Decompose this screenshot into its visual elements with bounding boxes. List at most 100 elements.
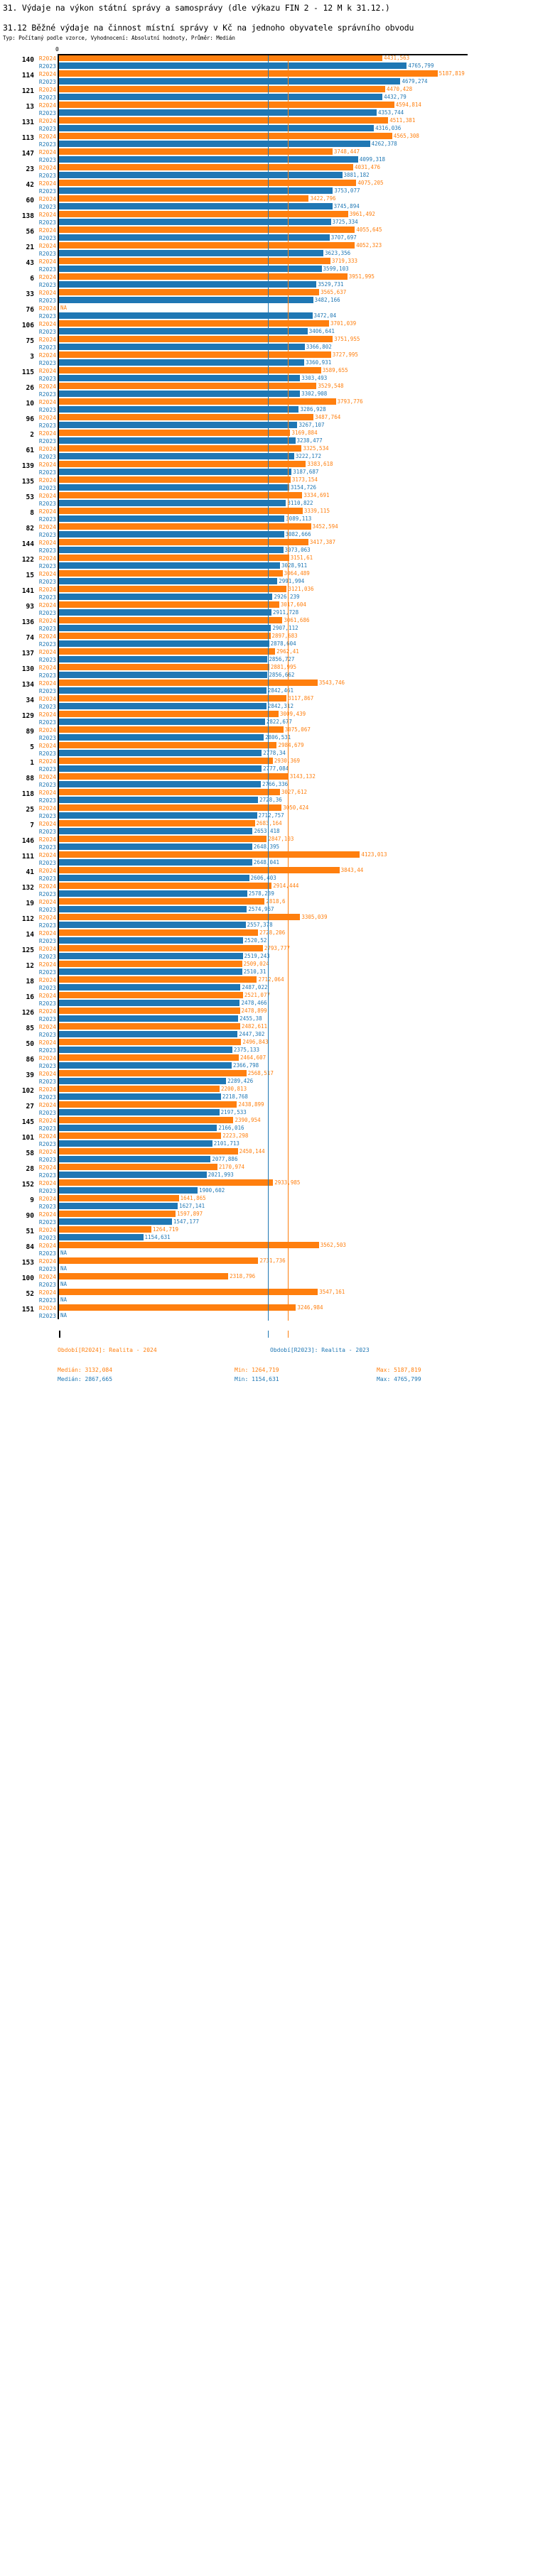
bar-2024[interactable] (59, 726, 284, 733)
bar-2024[interactable] (59, 133, 392, 139)
bar-2024[interactable] (59, 1195, 179, 1201)
bar-2023[interactable] (59, 1203, 178, 1209)
bar-2024[interactable] (59, 508, 303, 514)
bar-2023[interactable] (59, 859, 252, 866)
bar-2023[interactable] (59, 359, 305, 366)
bar-2024[interactable] (59, 586, 287, 592)
bar-2023[interactable] (59, 1078, 227, 1084)
bar-2024[interactable] (59, 1289, 318, 1295)
bar-2023[interactable] (59, 1156, 211, 1162)
bar-2023[interactable] (59, 1015, 239, 1022)
bar-2024[interactable] (59, 164, 353, 170)
bar-2023[interactable] (59, 266, 322, 272)
bar-2024[interactable] (59, 680, 318, 686)
bar-2024[interactable] (59, 914, 301, 920)
bar-2023[interactable] (59, 375, 301, 381)
bar-2023[interactable] (59, 734, 264, 741)
bar-2024[interactable] (59, 398, 336, 405)
bar-2023[interactable] (59, 203, 333, 209)
bar-2023[interactable] (59, 1218, 172, 1225)
bar-2023[interactable] (59, 1125, 217, 1131)
bar-2024[interactable] (59, 883, 272, 889)
bar-2024[interactable] (59, 1273, 229, 1279)
bar-2023[interactable] (59, 797, 259, 803)
bar-2024[interactable] (59, 773, 289, 780)
bar-2023[interactable] (59, 156, 358, 163)
bar-2024[interactable] (59, 555, 289, 561)
bar-2023[interactable] (59, 328, 308, 334)
bar-2023[interactable] (59, 750, 262, 756)
bar-2023[interactable] (59, 531, 284, 537)
bar-2024[interactable] (59, 1086, 220, 1092)
bar-2023[interactable] (59, 500, 286, 506)
bar-2023[interactable] (59, 875, 249, 881)
bar-2024[interactable] (59, 258, 330, 264)
bar-2023[interactable] (59, 640, 269, 647)
bar-2023[interactable] (59, 515, 285, 522)
bar-2024[interactable] (59, 1242, 319, 1248)
bar-2024[interactable] (59, 742, 277, 748)
bar-2023[interactable] (59, 578, 278, 584)
bar-2023[interactable] (59, 937, 243, 944)
bar-2024[interactable] (59, 86, 386, 92)
bar-2024[interactable] (59, 195, 309, 202)
bar-2023[interactable] (59, 437, 296, 444)
bar-2023[interactable] (59, 594, 273, 600)
bar-2024[interactable] (59, 102, 394, 108)
bar-2024[interactable] (59, 804, 282, 811)
bar-2024[interactable] (59, 992, 243, 998)
bar-2024[interactable] (59, 492, 303, 498)
bar-2023[interactable] (59, 1172, 207, 1178)
bar-2023[interactable] (59, 484, 289, 491)
bar-2024[interactable] (59, 1226, 151, 1233)
bar-2024[interactable] (59, 976, 257, 983)
bar-2024[interactable] (59, 367, 321, 373)
bar-2023[interactable] (59, 312, 313, 319)
bar-2024[interactable] (59, 789, 280, 795)
bar-2024[interactable] (59, 70, 438, 77)
bar-2024[interactable] (59, 1039, 242, 1045)
bar-2023[interactable] (59, 953, 243, 959)
bar-2023[interactable] (59, 94, 383, 100)
bar-2024[interactable] (59, 242, 355, 249)
bar-2024[interactable] (59, 898, 265, 905)
bar-2023[interactable] (59, 906, 247, 912)
bar-2024[interactable] (59, 227, 355, 233)
bar-2023[interactable] (59, 922, 246, 928)
bar-2024[interactable] (59, 570, 283, 577)
bar-2023[interactable] (59, 844, 252, 850)
bar-2024[interactable] (59, 664, 269, 670)
bar-2024[interactable] (59, 148, 333, 155)
bar-2023[interactable] (59, 78, 401, 84)
bar-2023[interactable] (59, 781, 262, 787)
bar-2024[interactable] (59, 1148, 238, 1155)
bar-2023[interactable] (59, 625, 271, 631)
bar-2024[interactable] (59, 539, 308, 545)
bar-2024[interactable] (59, 929, 259, 936)
bar-2024[interactable] (59, 383, 317, 389)
bar-2024[interactable] (59, 211, 348, 217)
bar-2024[interactable] (59, 180, 357, 186)
bar-2023[interactable] (59, 453, 294, 459)
bar-2024[interactable] (59, 430, 291, 436)
bar-2023[interactable] (59, 703, 266, 709)
bar-2024[interactable] (59, 1211, 176, 1217)
bar-2023[interactable] (59, 719, 265, 725)
bar-2024[interactable] (59, 320, 330, 327)
bar-2023[interactable] (59, 687, 266, 694)
bar-2023[interactable] (59, 125, 375, 131)
bar-2024[interactable] (59, 1179, 274, 1186)
bar-2023[interactable] (59, 1031, 238, 1037)
bar-2024[interactable] (59, 1117, 234, 1123)
bar-2024[interactable] (59, 820, 255, 826)
bar-2023[interactable] (59, 109, 377, 116)
bar-2023[interactable] (59, 1109, 220, 1115)
bar-2024[interactable] (59, 289, 320, 295)
bar-2023[interactable] (59, 547, 284, 553)
bar-2023[interactable] (59, 141, 370, 147)
bar-2024[interactable] (59, 414, 314, 420)
bar-2023[interactable] (59, 187, 333, 194)
bar-2023[interactable] (59, 1234, 144, 1240)
bar-2023[interactable] (59, 984, 241, 990)
bar-2023[interactable] (59, 1000, 240, 1006)
